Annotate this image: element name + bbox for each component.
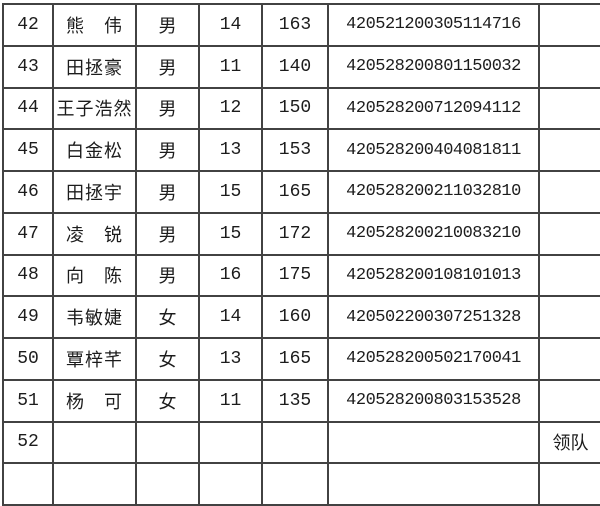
cell-height: 175 <box>261 253 329 298</box>
cell-id-number <box>327 420 540 465</box>
cell-note <box>538 128 600 172</box>
table-row: 45 白金松 男 13 153 420528200404081811 <box>2 128 600 172</box>
cell-height: 150 <box>261 86 329 131</box>
cell-id-number: 420528200801150032 <box>327 44 540 89</box>
cell-gender: 女 <box>135 295 200 339</box>
cell-name: 田拯豪 <box>52 44 137 89</box>
cell-id-number: 420528200712094112 <box>327 86 540 131</box>
cell-gender: 男 <box>135 44 200 89</box>
cell-id-number: 420502200307251328 <box>327 295 540 339</box>
table-row: 42 熊 伟 男 14 163 420521200305114716 <box>2 3 600 47</box>
cell-age: 15 <box>198 170 263 214</box>
cell-height: 165 <box>261 337 329 381</box>
cell-name <box>52 420 137 465</box>
cell-id-number: 420528200404081811 <box>327 128 540 172</box>
cell-gender: 男 <box>135 3 200 47</box>
cell-note <box>538 170 600 214</box>
cell-age <box>198 462 263 506</box>
cell-height: 165 <box>261 170 329 214</box>
cell-gender: 男 <box>135 253 200 298</box>
cell-note <box>538 211 600 256</box>
cell-row-number: 43 <box>2 44 54 89</box>
cell-note <box>538 86 600 131</box>
table-row: 44 王子浩然 男 12 150 420528200712094112 <box>2 86 600 131</box>
cell-id-number: 420528200803153528 <box>327 378 540 423</box>
cell-name: 杨 可 <box>52 378 137 423</box>
cell-age: 13 <box>198 128 263 172</box>
cell-height: 140 <box>261 44 329 89</box>
cell-row-number: 47 <box>2 211 54 256</box>
cell-note <box>538 295 600 339</box>
table-row: 46 田拯宇 男 15 165 420528200211032810 <box>2 170 600 214</box>
cell-name: 王子浩然 <box>52 86 137 131</box>
cell-note <box>538 337 600 381</box>
cell-age: 11 <box>198 378 263 423</box>
cell-gender: 男 <box>135 170 200 214</box>
table-row: 43 田拯豪 男 11 140 420528200801150032 <box>2 44 600 89</box>
cell-gender: 男 <box>135 128 200 172</box>
cell-id-number: 420528200502170041 <box>327 337 540 381</box>
cell-height <box>261 420 329 465</box>
cell-age <box>198 420 263 465</box>
cell-name <box>52 462 137 506</box>
cell-row-number: 51 <box>2 378 54 423</box>
cell-gender <box>135 462 200 506</box>
cell-row-number: 46 <box>2 170 54 214</box>
cell-age: 12 <box>198 86 263 131</box>
cell-name: 覃梓芊 <box>52 337 137 381</box>
cell-gender: 女 <box>135 337 200 381</box>
cell-id-number <box>327 462 540 506</box>
table-row: 47 凌 锐 男 15 172 420528200210083210 <box>2 211 600 256</box>
cell-id-number: 420528200210083210 <box>327 211 540 256</box>
table-row: 52 领队 <box>2 420 600 465</box>
cell-age: 14 <box>198 295 263 339</box>
cell-gender <box>135 420 200 465</box>
cell-gender: 男 <box>135 86 200 131</box>
cell-height: 135 <box>261 378 329 423</box>
cell-row-number: 42 <box>2 3 54 47</box>
cell-name: 凌 锐 <box>52 211 137 256</box>
cell-note <box>538 3 600 47</box>
cell-name: 田拯宇 <box>52 170 137 214</box>
cell-name: 熊 伟 <box>52 3 137 47</box>
table-row: 49 韦敏婕 女 14 160 420502200307251328 <box>2 295 600 339</box>
table-row: 48 向 陈 男 16 175 420528200108101013 <box>2 253 600 298</box>
cell-age: 14 <box>198 3 263 47</box>
cell-note: 领队 <box>538 420 600 465</box>
cell-height <box>261 462 329 506</box>
cell-name: 韦敏婕 <box>52 295 137 339</box>
cell-age: 15 <box>198 211 263 256</box>
cell-gender: 男 <box>135 211 200 256</box>
cell-row-number: 45 <box>2 128 54 172</box>
cell-row-number: 49 <box>2 295 54 339</box>
cell-name: 白金松 <box>52 128 137 172</box>
cell-height: 160 <box>261 295 329 339</box>
cell-height: 172 <box>261 211 329 256</box>
roster-table: 42 熊 伟 男 14 163 420521200305114716 43 田拯… <box>2 3 600 506</box>
cell-age: 11 <box>198 44 263 89</box>
cell-age: 16 <box>198 253 263 298</box>
cell-note <box>538 44 600 89</box>
table-row <box>2 462 600 506</box>
cell-note <box>538 462 600 506</box>
cell-id-number: 420528200211032810 <box>327 170 540 214</box>
cell-height: 163 <box>261 3 329 47</box>
cell-age: 13 <box>198 337 263 381</box>
cell-gender: 女 <box>135 378 200 423</box>
cell-id-number: 420528200108101013 <box>327 253 540 298</box>
table-row: 50 覃梓芊 女 13 165 420528200502170041 <box>2 337 600 381</box>
roster-table-body: 42 熊 伟 男 14 163 420521200305114716 43 田拯… <box>2 3 600 506</box>
cell-row-number: 52 <box>2 420 54 465</box>
cell-note <box>538 253 600 298</box>
cell-row-number: 48 <box>2 253 54 298</box>
cell-note <box>538 378 600 423</box>
cell-row-number <box>2 462 54 506</box>
cell-name: 向 陈 <box>52 253 137 298</box>
cell-height: 153 <box>261 128 329 172</box>
table-row: 51 杨 可 女 11 135 420528200803153528 <box>2 378 600 423</box>
cell-row-number: 50 <box>2 337 54 381</box>
cell-id-number: 420521200305114716 <box>327 3 540 47</box>
cell-row-number: 44 <box>2 86 54 131</box>
